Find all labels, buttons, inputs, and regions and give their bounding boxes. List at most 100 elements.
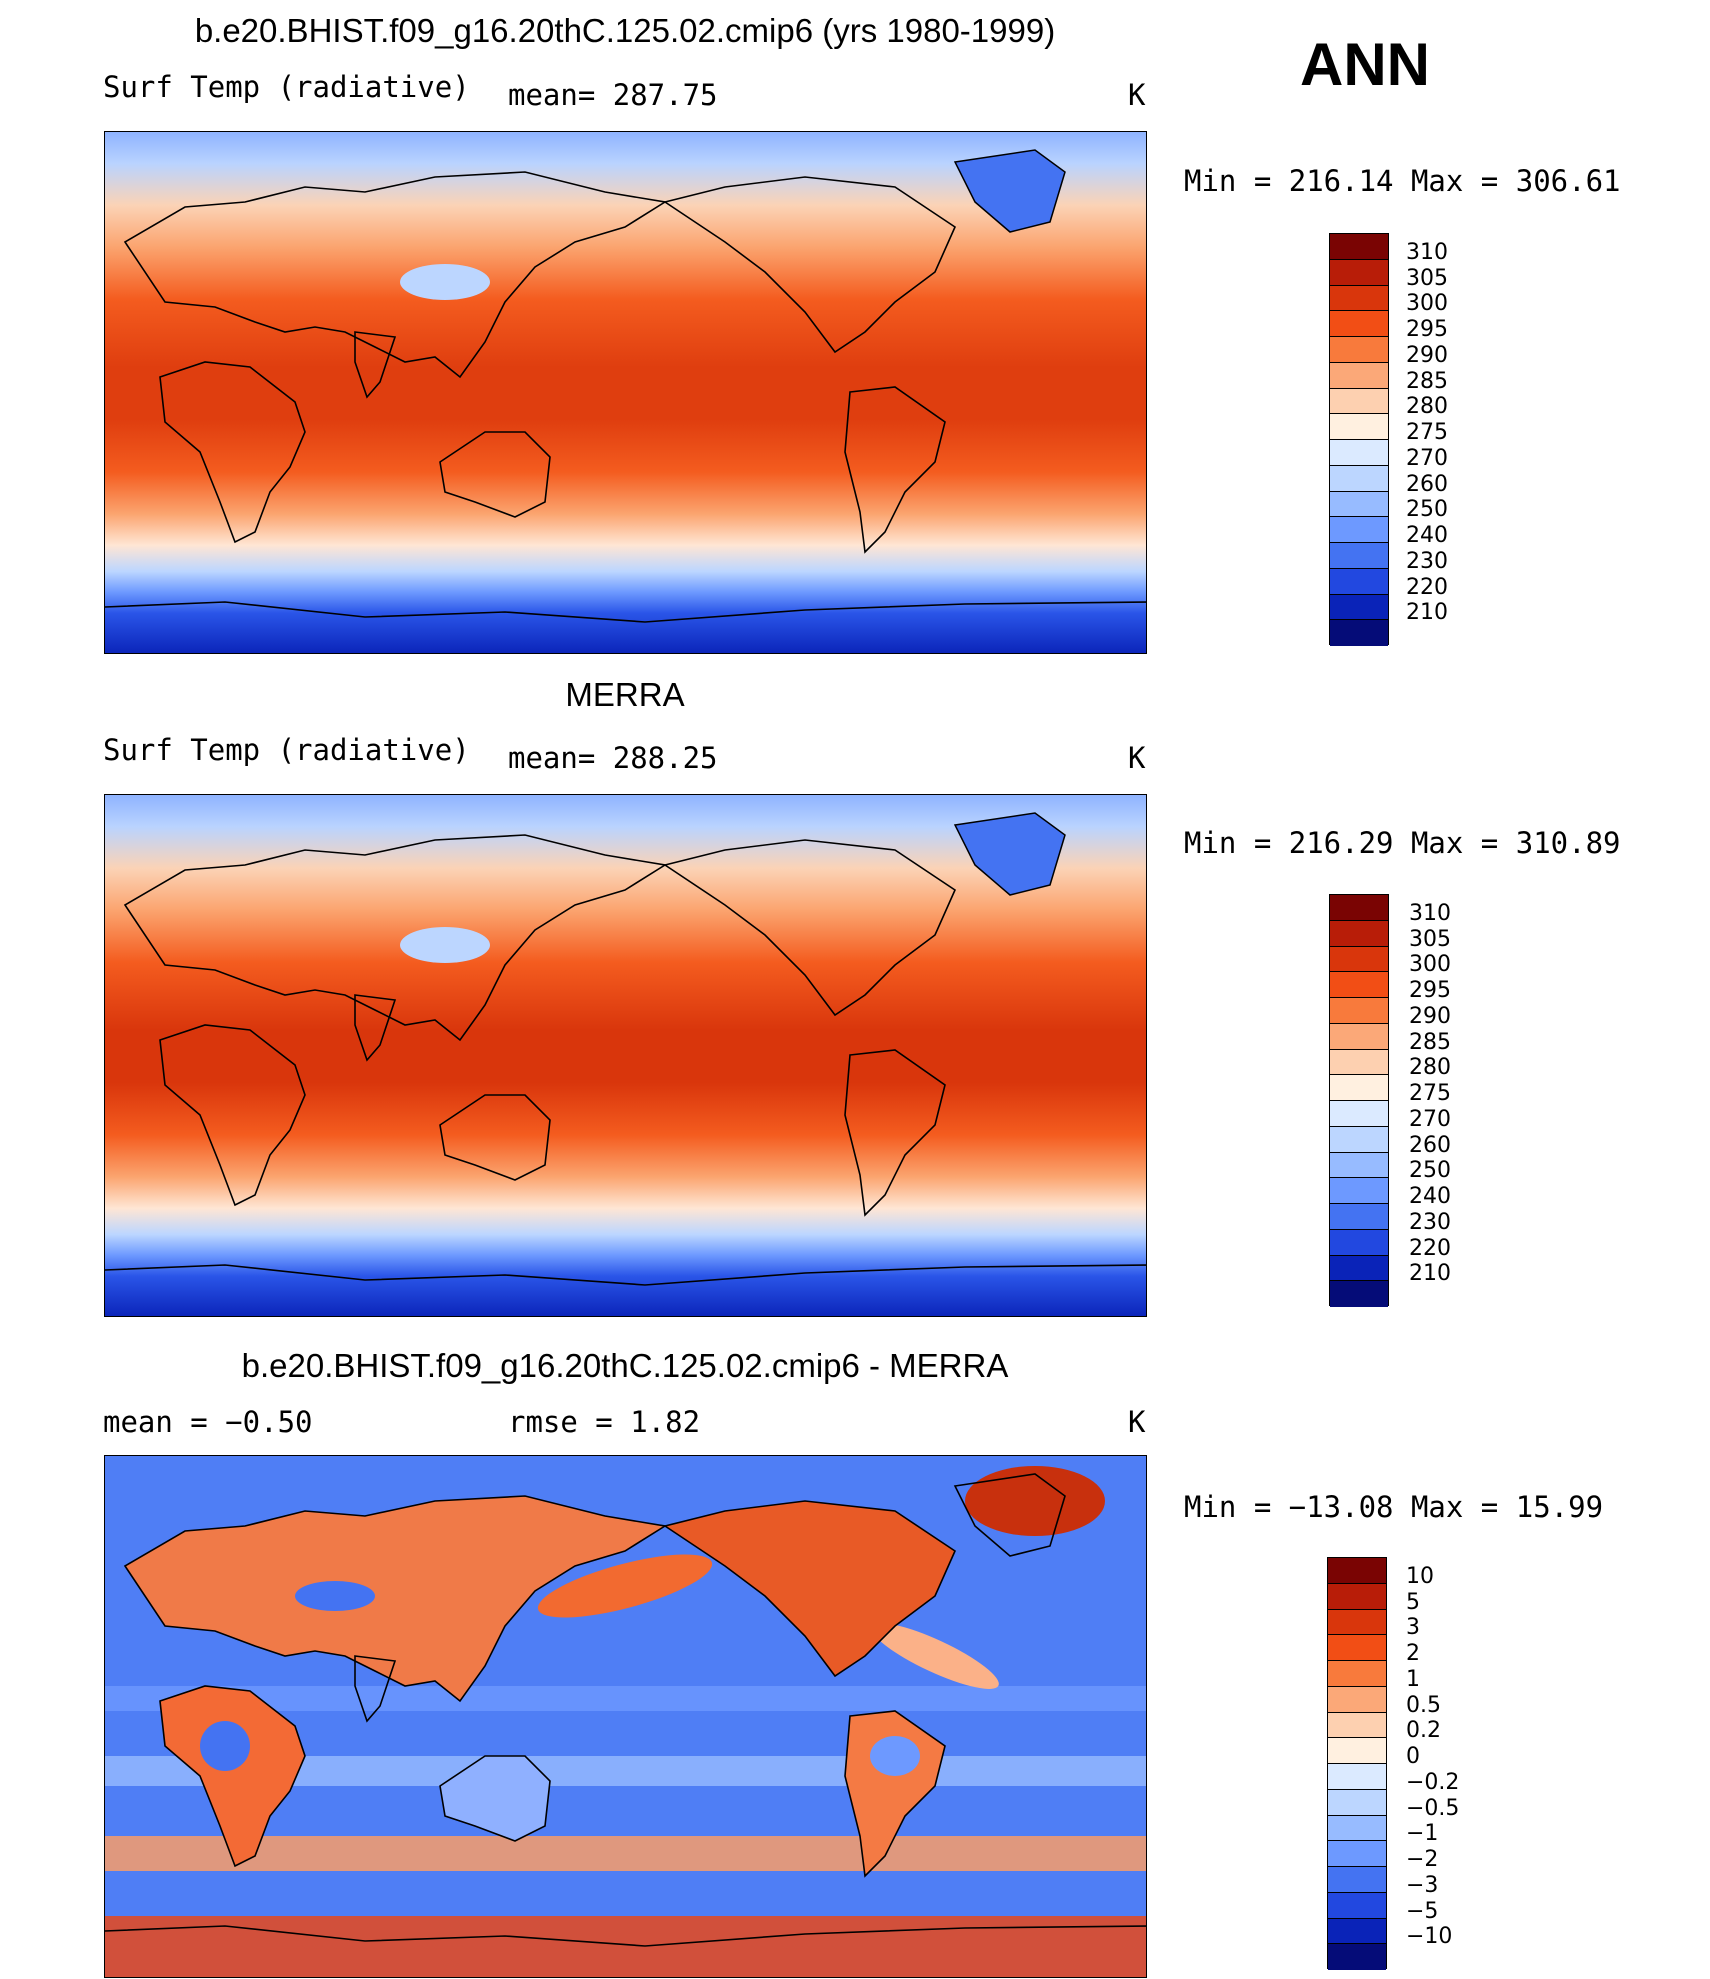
colorbar-swatch [1328, 1635, 1386, 1661]
colorbar-swatch [1330, 465, 1388, 492]
season-label: ANN [1300, 31, 1430, 98]
colorbar-tick-label: 230 [1409, 1209, 1451, 1235]
colorbar-tick-label: 10 [1406, 1563, 1434, 1589]
colorbar-swatch [1330, 920, 1388, 947]
colorbar-swatch [1328, 1686, 1386, 1713]
panel1-colorbar-swatches [1330, 234, 1388, 646]
colorbar-tick-label: 240 [1406, 523, 1448, 548]
colorbar-tick-label: 1 [1406, 1666, 1420, 1692]
colorbar-swatch [1330, 1023, 1388, 1050]
colorbar-tick-label: 280 [1409, 1055, 1451, 1081]
colorbar-swatch [1330, 517, 1388, 543]
colorbar-tick-label: −10 [1406, 1924, 1453, 1950]
colorbar-swatch [1330, 972, 1388, 998]
panel1-minmax-label: Min = 216.14 Max = 306.61 [1184, 164, 1621, 198]
panel2-colorbar [1329, 894, 1389, 1307]
colorbar-tick-label: 275 [1409, 1081, 1451, 1106]
panel1-colorbar [1329, 233, 1389, 646]
panel1-variable-label: Surf Temp (radiative) [103, 70, 470, 104]
colorbar-swatch [1330, 259, 1388, 286]
colorbar-swatch [1330, 998, 1388, 1024]
panel2-coastlines [105, 834, 1146, 1286]
colorbar-swatch [1330, 311, 1388, 337]
colorbar-swatch [1328, 1789, 1386, 1816]
colorbar-swatch [1330, 234, 1388, 260]
colorbar-swatch [1330, 285, 1388, 312]
colorbar-swatch [1328, 1841, 1386, 1867]
colorbar-tick-label: 300 [1409, 952, 1451, 978]
colorbar-swatch [1330, 946, 1388, 973]
colorbar-tick-label: 240 [1409, 1184, 1451, 1209]
colorbar-tick-label: 290 [1406, 342, 1448, 368]
colorbar-swatch [1328, 1661, 1386, 1687]
colorbar-swatch [1330, 1101, 1388, 1127]
colorbar-swatch [1330, 594, 1388, 621]
colorbar-swatch [1330, 1075, 1388, 1101]
colorbar-tick-label: 220 [1409, 1235, 1451, 1261]
colorbar-swatch [1330, 1152, 1388, 1179]
panel3-map [104, 1455, 1147, 1978]
colorbar-swatch [1328, 1944, 1386, 1970]
colorbar-swatch [1330, 1255, 1388, 1282]
colorbar-tick-label: 295 [1409, 978, 1451, 1003]
colorbar-tick-label: −0.2 [1406, 1769, 1460, 1795]
colorbar-swatch [1330, 1204, 1388, 1230]
colorbar-swatch [1330, 414, 1388, 440]
colorbar-tick-label: 295 [1406, 317, 1448, 342]
panel3-units-label: K [1128, 1405, 1146, 1439]
colorbar-tick-label: 310 [1409, 900, 1451, 926]
colorbar-tick-label: 260 [1406, 471, 1448, 497]
colorbar-swatch [1330, 491, 1388, 518]
panel2-colorbar-swatches [1330, 895, 1388, 1307]
colorbar-tick-label: 3 [1406, 1615, 1420, 1641]
colorbar-tick-label: 220 [1406, 574, 1448, 600]
colorbar-tick-label: 0.2 [1406, 1718, 1441, 1744]
colorbar-swatch [1328, 1609, 1386, 1636]
colorbar-swatch [1330, 440, 1388, 466]
panel3-rmse-label: rmse = 1.82 [508, 1405, 701, 1439]
colorbar-tick-label: 5 [1406, 1589, 1420, 1615]
colorbar-tick-label: 270 [1409, 1106, 1451, 1132]
colorbar-tick-label: 290 [1409, 1003, 1451, 1029]
colorbar-tick-label: −1 [1406, 1821, 1439, 1847]
panel1-mean-label: mean= 287.75 [508, 78, 718, 112]
colorbar-tick-label: 270 [1406, 445, 1448, 471]
colorbar-swatch [1330, 337, 1388, 363]
colorbar-swatch [1328, 1712, 1386, 1739]
panel2-map [104, 794, 1147, 1317]
colorbar-tick-label: 285 [1409, 1029, 1451, 1055]
colorbar-tick-label: −0.5 [1406, 1795, 1460, 1821]
panel1-map [104, 131, 1147, 654]
colorbar-tick-label: 300 [1406, 291, 1448, 317]
colorbar-swatch [1330, 1281, 1388, 1307]
colorbar-tick-label: 210 [1409, 1261, 1451, 1287]
colorbar-swatch [1328, 1738, 1386, 1764]
colorbar-swatch [1328, 1918, 1386, 1945]
colorbar-swatch [1330, 1049, 1388, 1076]
colorbar-tick-label: 2 [1406, 1641, 1420, 1666]
colorbar-swatch [1328, 1867, 1386, 1893]
panel2-units-label: K [1128, 741, 1146, 775]
colorbar-tick-label: 305 [1406, 265, 1448, 291]
colorbar-swatch [1328, 1892, 1386, 1919]
colorbar-tick-label: 250 [1409, 1158, 1451, 1184]
panel1-title: b.e20.BHIST.f09_g16.20thC.125.02.cmip6 (… [194, 12, 1056, 49]
colorbar-tick-label: −3 [1406, 1872, 1439, 1898]
panel3-title: b.e20.BHIST.f09_g16.20thC.125.02.cmip6 -… [241, 1347, 1009, 1384]
colorbar-swatch [1330, 388, 1388, 415]
panel1-coastlines [105, 171, 1146, 623]
colorbar-swatch [1328, 1558, 1386, 1584]
colorbar-swatch [1330, 543, 1388, 569]
colorbar-tick-label: 210 [1406, 600, 1448, 626]
panel1-map-svg [105, 132, 1146, 653]
colorbar-swatch [1330, 1126, 1388, 1153]
colorbar-tick-label: 0 [1406, 1744, 1420, 1769]
panel2-title: MERRA [565, 676, 685, 713]
colorbar-tick-label: 280 [1406, 394, 1448, 420]
panel2-map-svg [105, 795, 1146, 1316]
colorbar-tick-label: 260 [1409, 1132, 1451, 1158]
colorbar-swatch [1330, 620, 1388, 646]
panel1-units-label: K [1128, 78, 1146, 112]
colorbar-swatch [1330, 568, 1388, 595]
colorbar-swatch [1328, 1583, 1386, 1610]
